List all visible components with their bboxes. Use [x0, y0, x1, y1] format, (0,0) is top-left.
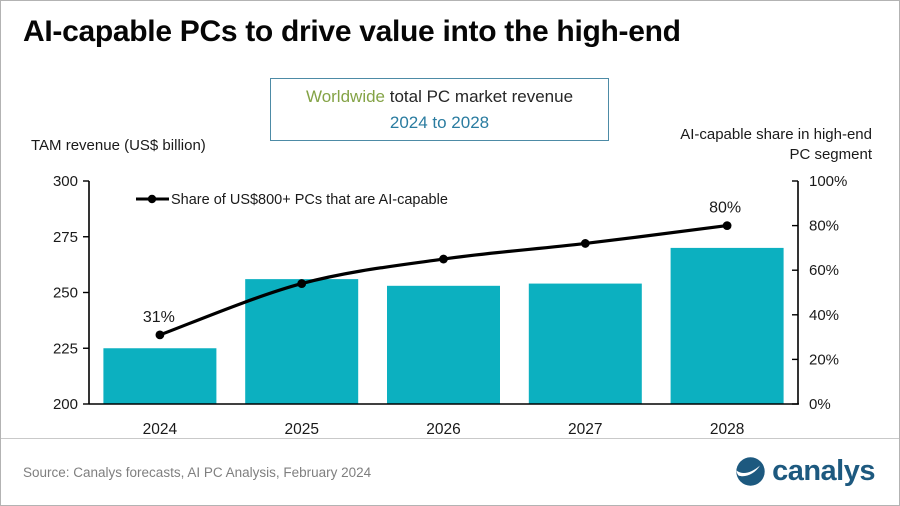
legend-marker-dot	[147, 194, 157, 204]
right-axis-title-line1: AI-capable share in high-end	[680, 126, 872, 143]
line-point-2028	[722, 221, 732, 230]
right-axis-tick-label: 60%	[809, 262, 839, 279]
x-axis-label-2025: 2025	[284, 421, 318, 438]
right-axis-tick-label: 80%	[809, 218, 839, 235]
right-axis-tick-label: 20%	[809, 351, 839, 368]
point-label-2028: 80%	[709, 200, 741, 217]
bar-2026	[387, 285, 500, 404]
source-text: Source: Canalys forecasts, AI PC Analysi…	[23, 465, 372, 480]
bar-2025	[245, 279, 359, 404]
right-axis-tick-label: 100%	[809, 173, 847, 190]
subtitle-line1-rest: total PC market revenue	[385, 87, 574, 106]
legend-label: Share of US$800+ PCs that are AI-capable	[171, 192, 448, 208]
bar-2027	[528, 283, 642, 404]
left-axis-tick-label: 250	[53, 285, 78, 302]
point-label-2024: 31%	[143, 309, 175, 326]
subtitle-line2: 2024 to 2028	[389, 112, 490, 132]
right-axis-tick-label: 0%	[809, 396, 831, 413]
left-axis-tick-label: 300	[53, 173, 78, 190]
footer: Source: Canalys forecasts, AI PC Analysi…	[1, 438, 899, 505]
bar-2024	[103, 348, 217, 404]
x-axis-label-2026: 2026	[426, 421, 460, 438]
left-axis-tick-label: 225	[53, 340, 78, 357]
bar-2028	[670, 247, 784, 404]
line-point-2026	[439, 254, 448, 264]
subtitle-worldwide: Worldwide	[305, 87, 386, 106]
x-axis-label-2027: 2027	[568, 421, 602, 438]
line-point-2025	[297, 279, 307, 288]
x-axis-label-2024: 2024	[143, 421, 178, 438]
line-point-2024	[155, 330, 165, 340]
canalys-logo-wordmark: canalys	[772, 455, 875, 487]
subtitle-line1: Worldwide total PC market revenue	[306, 84, 573, 110]
left-axis-tick-label: 200	[53, 396, 78, 413]
right-axis-title-line2: PC segment	[789, 145, 872, 163]
page-title: AI-capable PCs to drive value into the h…	[23, 15, 681, 48]
left-axis-title: TAM revenue (US$ billion)	[31, 137, 206, 154]
right-axis-title: AI-capable share in high-end PC segment	[657, 125, 872, 165]
chart-canvas: 300 275 250 225 200 100% 80% 60% 40% 20% 0% 2024 202…	[53, 173, 847, 438]
canalys-logo-icon	[736, 457, 765, 486]
left-axis-tick-label: 275	[53, 229, 78, 246]
line-point-2027	[580, 239, 590, 248]
subtitle-box: Worldwide total PC market revenue 2024 t…	[270, 78, 609, 141]
canalys-logo: canalys	[735, 455, 875, 488]
right-axis-tick-label: 40%	[809, 307, 839, 324]
x-axis-label-2028: 2028	[710, 421, 744, 438]
